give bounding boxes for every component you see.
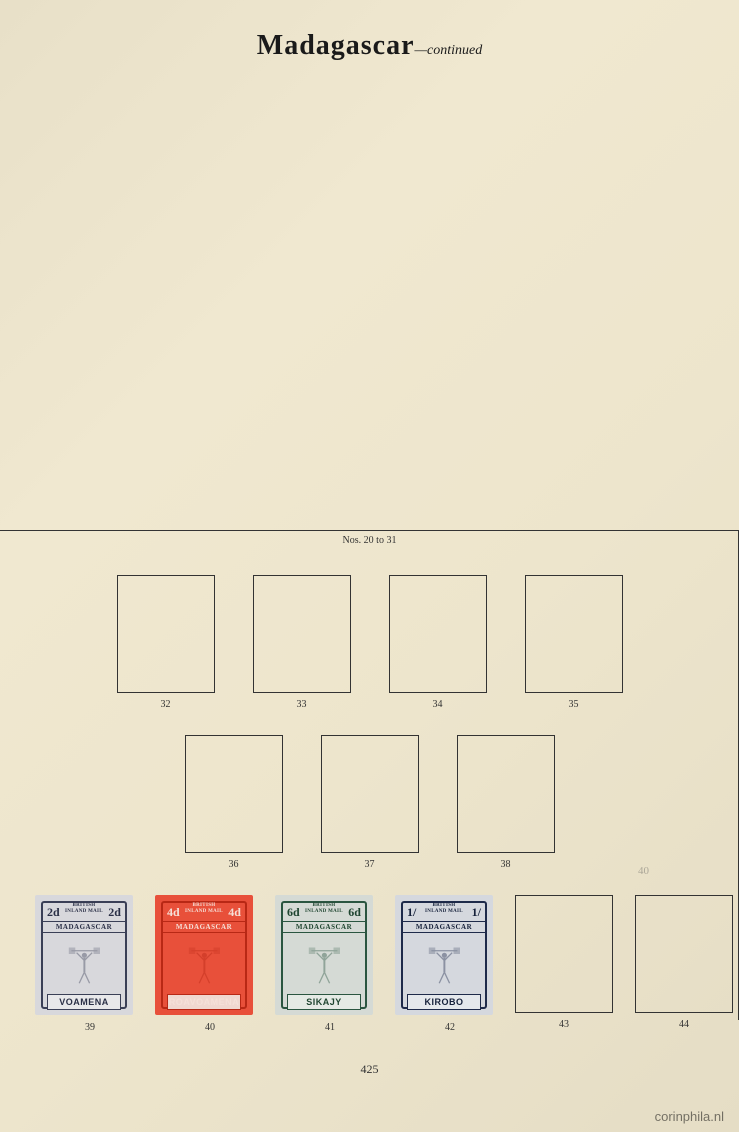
stamp-header: BRITISH INLAND MAIL <box>185 903 223 914</box>
stamp-value-left: 6d <box>287 905 300 920</box>
stamp-slot: 32 <box>117 575 215 693</box>
stamp-slot: 44 <box>635 895 733 1013</box>
stamp-name-tablet: SIKAJY <box>287 994 361 1010</box>
stamp: 4d BRITISH INLAND MAIL 4d MADAGASCAR <box>155 895 253 1015</box>
stamp-country: MADAGASCAR <box>403 921 485 933</box>
stamp-top-row: 4d BRITISH INLAND MAIL 4d <box>163 903 245 920</box>
stamp-name-tablet: ROAVOAMENA <box>167 994 241 1010</box>
slot-row-3: 2d BRITISH INLAND MAIL 2d MADAGASCAR <box>0 895 739 1015</box>
page-title-block: Madagascar—continued <box>0 30 739 62</box>
stamp-top-row: 2d BRITISH INLAND MAIL 2d <box>43 903 125 920</box>
stamp-frame: 2d BRITISH INLAND MAIL 2d MADAGASCAR <box>41 901 127 1009</box>
slot-number: 41 <box>281 1022 379 1033</box>
album-page: Madagascar—continued Nos. 20 to 31 32 33… <box>0 0 739 1132</box>
stamp-country: MADAGASCAR <box>283 921 365 933</box>
stamp-name-tablet: KIROBO <box>407 994 481 1010</box>
stamp-slot: 36 <box>185 735 283 853</box>
stamp-vignette <box>289 935 359 992</box>
slot-number: 38 <box>458 859 554 870</box>
stamp-top-row: 6d BRITISH INLAND MAIL 6d <box>283 903 365 920</box>
stamp-header: BRITISH INLAND MAIL <box>65 903 103 914</box>
page-subtitle: —continued <box>415 43 483 58</box>
porter-figure-icon <box>180 941 229 987</box>
stamp-value-right: 4d <box>228 905 241 920</box>
stamp-frame: 1/ BRITISH INLAND MAIL 1/ MADAGASCAR <box>401 901 487 1009</box>
slot-number: 37 <box>322 859 418 870</box>
slot-number: 35 <box>526 699 622 710</box>
stamp-value-left: 4d <box>167 905 180 920</box>
slot-number: 33 <box>254 699 350 710</box>
page-title: Madagascar <box>257 30 415 61</box>
stamp-vignette <box>409 935 479 992</box>
porter-figure-icon <box>300 941 349 987</box>
stamp-value-right: 1/ <box>472 905 481 920</box>
stamp-country: MADAGASCAR <box>163 921 245 933</box>
stamp-name: SIKAJY <box>288 997 360 1007</box>
stamp-slot: 35 <box>525 575 623 693</box>
nos-range-label: Nos. 20 to 31 <box>0 535 739 546</box>
stamp-name: KIROBO <box>408 997 480 1007</box>
watermark-text: corinphila.nl <box>655 1109 724 1124</box>
stamp-slot: 33 <box>253 575 351 693</box>
stamp-value-right: 6d <box>348 905 361 920</box>
stamp-slot: 34 <box>389 575 487 693</box>
stamp: 2d BRITISH INLAND MAIL 2d MADAGASCAR <box>35 895 133 1015</box>
pencil-annotation: 40 <box>638 865 649 877</box>
slot-number: 34 <box>390 699 486 710</box>
slot-number: 43 <box>516 1019 612 1030</box>
stamp-value-left: 2d <box>47 905 60 920</box>
stamp-header: BRITISH INLAND MAIL <box>305 903 343 914</box>
slot-number: 40 <box>161 1022 259 1033</box>
stamp-slot: 43 <box>515 895 613 1013</box>
stamp-top-row: 1/ BRITISH INLAND MAIL 1/ <box>403 903 485 920</box>
stamp-vignette <box>49 935 119 992</box>
stamp-frame: 4d BRITISH INLAND MAIL 4d MADAGASCAR <box>161 901 247 1009</box>
stamp-name-tablet: VOAMENA <box>47 994 121 1010</box>
stamp-slot: 37 <box>321 735 419 853</box>
stamp-header: BRITISH INLAND MAIL <box>425 903 463 914</box>
slot-number: 36 <box>186 859 282 870</box>
page-number: 425 <box>0 1062 739 1077</box>
stamp-vignette <box>169 935 239 992</box>
porter-figure-icon <box>420 941 469 987</box>
slot-row-2: 36 37 38 <box>0 735 739 853</box>
stamp-country: MADAGASCAR <box>43 921 125 933</box>
stamp-name: ROAVOAMENA <box>168 997 240 1007</box>
stamp-value-right: 2d <box>108 905 121 920</box>
stamp: 1/ BRITISH INLAND MAIL 1/ MADAGASCAR <box>395 895 493 1015</box>
stamp-name: VOAMENA <box>48 997 120 1007</box>
slot-number: 39 <box>41 1022 139 1033</box>
section-divider <box>0 530 739 531</box>
stamp: 6d BRITISH INLAND MAIL 6d MADAGASCAR <box>275 895 373 1015</box>
stamp-frame: 6d BRITISH INLAND MAIL 6d MADAGASCAR <box>281 901 367 1009</box>
porter-figure-icon <box>60 941 109 987</box>
stamp-value-left: 1/ <box>407 905 416 920</box>
slot-row-1: 32 33 34 35 <box>0 575 739 693</box>
slot-number: 44 <box>636 1019 732 1030</box>
slot-number: 42 <box>401 1022 499 1033</box>
stamp-slot: 38 <box>457 735 555 853</box>
slot-number: 32 <box>118 699 214 710</box>
